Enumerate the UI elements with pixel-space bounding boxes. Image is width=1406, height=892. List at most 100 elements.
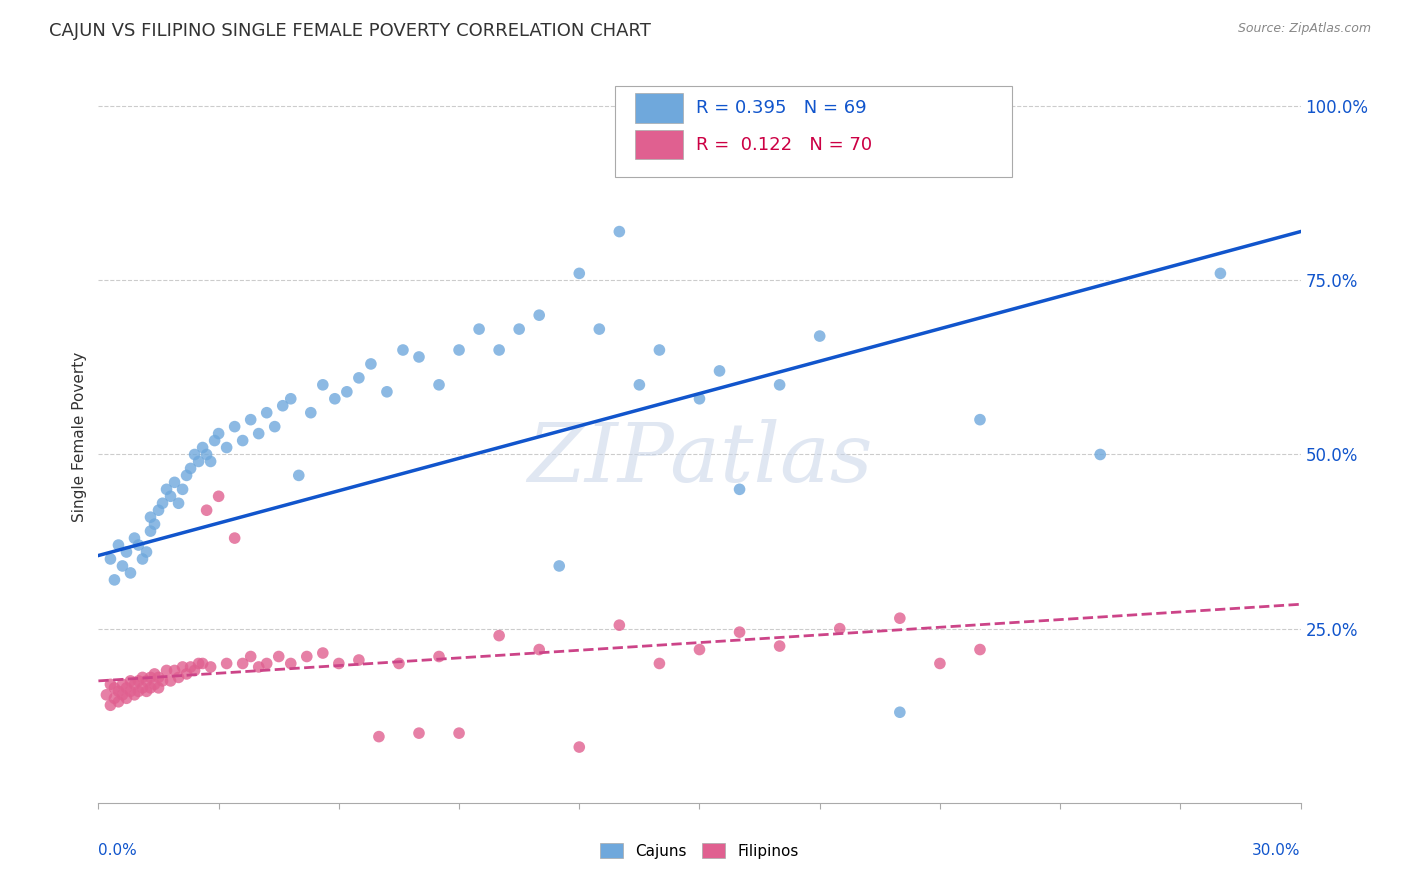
Point — [111, 677, 134, 691]
Legend: Cajuns, Filipinos: Cajuns, Filipinos — [595, 837, 804, 864]
Point — [100, 552, 122, 566]
Point — [180, 660, 202, 674]
Point — [103, 573, 125, 587]
Point — [256, 657, 278, 671]
Point — [107, 538, 129, 552]
Point — [191, 657, 214, 671]
Point — [139, 681, 162, 695]
Point — [152, 496, 174, 510]
Point — [107, 684, 129, 698]
Point — [172, 483, 194, 497]
Point — [135, 673, 157, 688]
Point — [107, 695, 129, 709]
Point — [163, 664, 186, 678]
Point — [1209, 266, 1232, 280]
Point — [200, 660, 222, 674]
Point — [728, 625, 751, 640]
Point — [427, 649, 450, 664]
Text: ZIPatlas: ZIPatlas — [527, 419, 872, 499]
Point — [728, 483, 751, 497]
Point — [167, 496, 190, 510]
Point — [167, 670, 190, 684]
Point — [768, 377, 790, 392]
Point — [120, 566, 142, 580]
Point — [163, 475, 186, 490]
Point — [347, 371, 370, 385]
Point — [215, 441, 238, 455]
Point — [648, 343, 671, 357]
Point — [103, 681, 125, 695]
Point — [159, 489, 181, 503]
Point — [969, 642, 991, 657]
Point — [969, 412, 991, 426]
Point — [609, 225, 631, 239]
Point — [388, 657, 411, 671]
Point — [128, 684, 150, 698]
Point — [447, 343, 470, 357]
Point — [312, 377, 335, 392]
Point — [336, 384, 359, 399]
Point — [224, 531, 246, 545]
Point — [488, 629, 510, 643]
Point — [288, 468, 311, 483]
Point — [323, 392, 346, 406]
Point — [224, 419, 246, 434]
Point — [368, 730, 391, 744]
Point — [111, 558, 134, 573]
Point — [131, 670, 153, 684]
Point — [256, 406, 278, 420]
Point — [148, 670, 170, 684]
Point — [392, 343, 415, 357]
Point — [208, 489, 231, 503]
Point — [131, 681, 153, 695]
Point — [139, 510, 162, 524]
Point — [187, 454, 209, 468]
Point — [143, 667, 166, 681]
Point — [128, 538, 150, 552]
Point — [195, 448, 218, 462]
Point — [468, 322, 491, 336]
Point — [328, 657, 350, 671]
Point — [280, 657, 302, 671]
Point — [889, 705, 911, 719]
Point — [180, 461, 202, 475]
Point — [588, 322, 610, 336]
Point — [172, 660, 194, 674]
Point — [267, 649, 290, 664]
Point — [347, 653, 370, 667]
Point — [280, 392, 302, 406]
Point — [183, 664, 205, 678]
Point — [215, 657, 238, 671]
Point — [124, 688, 146, 702]
Point — [568, 266, 591, 280]
FancyBboxPatch shape — [634, 130, 683, 159]
Text: R =  0.122   N = 70: R = 0.122 N = 70 — [696, 136, 872, 153]
Point — [148, 681, 170, 695]
FancyBboxPatch shape — [634, 94, 683, 122]
Text: Source: ZipAtlas.com: Source: ZipAtlas.com — [1237, 22, 1371, 36]
Point — [247, 426, 270, 441]
Point — [239, 412, 262, 426]
Point — [408, 350, 430, 364]
Point — [143, 677, 166, 691]
Point — [828, 622, 851, 636]
Point — [447, 726, 470, 740]
Text: 0.0%: 0.0% — [98, 843, 138, 858]
Point — [159, 673, 181, 688]
Point — [688, 642, 710, 657]
Point — [143, 517, 166, 532]
Point — [239, 649, 262, 664]
Point — [271, 399, 294, 413]
Point — [1088, 448, 1111, 462]
Point — [195, 503, 218, 517]
Point — [808, 329, 831, 343]
Point — [295, 649, 318, 664]
Text: CAJUN VS FILIPINO SINGLE FEMALE POVERTY CORRELATION CHART: CAJUN VS FILIPINO SINGLE FEMALE POVERTY … — [49, 22, 651, 40]
Point — [929, 657, 952, 671]
Point — [183, 448, 205, 462]
Point — [115, 545, 138, 559]
Point — [488, 343, 510, 357]
Point — [115, 681, 138, 695]
Point — [176, 468, 198, 483]
Point — [200, 454, 222, 468]
